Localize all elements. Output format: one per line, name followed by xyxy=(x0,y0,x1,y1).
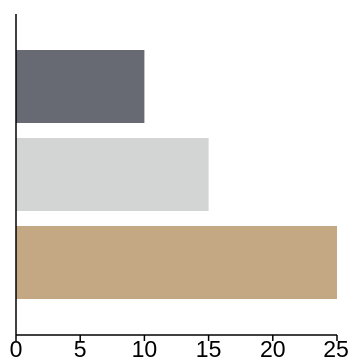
x-tick-label: 20 xyxy=(260,336,286,360)
x-axis-ticks: 0 5 10 15 20 25 xyxy=(10,335,349,360)
x-tick-label: 5 xyxy=(74,336,87,360)
bar-3 xyxy=(16,226,337,299)
x-tick-label: 15 xyxy=(196,336,222,360)
x-tick-label: 10 xyxy=(132,336,158,360)
bar-1 xyxy=(16,50,145,123)
bars-group xyxy=(16,50,337,299)
bar-2 xyxy=(16,138,209,211)
x-tick-label: 25 xyxy=(323,336,349,360)
x-tick-label: 0 xyxy=(10,336,23,360)
